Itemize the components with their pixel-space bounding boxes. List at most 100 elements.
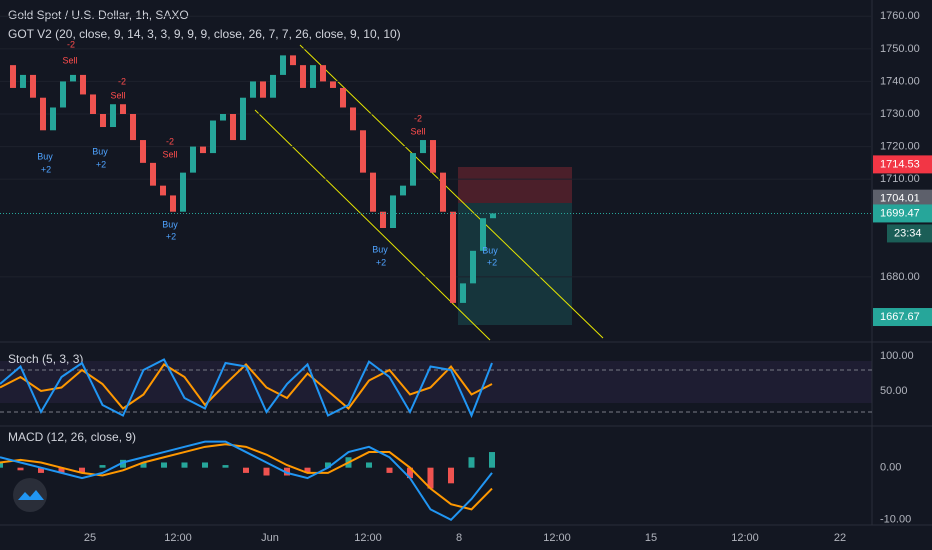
candle: [430, 140, 436, 173]
x-tick-label: 12:00: [164, 532, 192, 544]
indicator-label: GOT V2 (20, close, 9, 14, 3, 3, 9, 9, 9,…: [8, 27, 401, 41]
signal-label: Sell: [162, 149, 177, 159]
candle: [40, 97, 46, 131]
candle: [400, 185, 406, 196]
countdown-tag: [887, 224, 932, 243]
candle: [90, 94, 96, 114]
candle: [410, 153, 416, 186]
price-tag-label: 1667.67: [880, 311, 920, 323]
candle: [220, 114, 226, 121]
histogram-bar: [222, 465, 229, 468]
histogram-bar: [58, 467, 65, 473]
x-tick-label: 8: [456, 532, 462, 544]
candle: [250, 81, 256, 98]
stoch-title: Stoch (5, 3, 3): [8, 352, 83, 366]
histogram-bar: [386, 467, 393, 473]
candle: [200, 146, 206, 154]
candle: [180, 172, 186, 212]
candle: [50, 107, 56, 131]
candle: [280, 55, 286, 75]
candle: [60, 81, 66, 108]
histogram-bar: [263, 467, 270, 476]
price-tag-label: 1714.53: [880, 158, 920, 170]
price-tag: [873, 189, 932, 208]
candle: [270, 74, 276, 98]
candle: [110, 104, 116, 128]
candle: [420, 140, 426, 154]
candle: [390, 195, 396, 228]
histogram-bar: [325, 462, 331, 468]
y-tick-label: 50.00: [880, 385, 908, 397]
x-tick-label: 12:00: [354, 532, 382, 544]
candle: [10, 65, 16, 88]
signal-label: Sell: [62, 55, 77, 65]
histogram-bar: [427, 467, 434, 489]
macd-signal: [0, 443, 493, 511]
candle: [350, 107, 356, 131]
signal-label: Sell: [110, 90, 125, 100]
signal-label: Buy: [162, 219, 178, 229]
histogram-bar: [448, 467, 454, 484]
candle: [120, 104, 126, 114]
signal-label: -2: [67, 39, 75, 49]
signal-label: -2: [414, 113, 422, 123]
logo-icon: [18, 490, 44, 500]
candle: [360, 130, 366, 173]
candle: [190, 146, 196, 173]
histogram-bar: [489, 452, 495, 468]
candle: [340, 87, 346, 108]
histogram-bar: [17, 467, 24, 471]
price-tag-label: 1699.47: [880, 207, 920, 219]
histogram-bar: [407, 467, 413, 479]
y-tick-label: 1720.00: [880, 140, 920, 152]
y-tick-label: 1680.00: [880, 271, 920, 283]
price-tag: [873, 155, 932, 174]
candle: [30, 74, 36, 98]
x-tick-label: 25: [84, 532, 96, 544]
histogram-bar: [120, 459, 126, 468]
candle: [480, 218, 486, 251]
candle: [130, 114, 136, 141]
candle: [20, 74, 26, 88]
signal-label: +2: [96, 159, 106, 169]
histogram-bar: [202, 462, 208, 468]
macd-title: MACD (12, 26, close, 9): [8, 430, 136, 444]
x-tick-label: 12:00: [731, 532, 759, 544]
candle: [70, 74, 76, 82]
stop-zone: [458, 167, 572, 203]
histogram-bar: [38, 467, 44, 473]
candle: [260, 81, 266, 98]
y-tick-label: 1730.00: [880, 108, 920, 120]
stoch-d: [0, 362, 493, 410]
x-tick-label: Jun: [261, 532, 279, 544]
stoch-k: [0, 358, 493, 419]
candle: [450, 211, 456, 303]
histogram-bar: [304, 467, 311, 473]
signal-label: Sell: [410, 126, 425, 136]
candle: [440, 172, 446, 212]
price-tag: [873, 204, 932, 223]
chart-title: Gold Spot / U.S. Dollar, 1h, SAXO: [8, 8, 189, 22]
countdown: 23:34: [894, 227, 922, 239]
candle: [80, 74, 86, 95]
candle: [460, 283, 466, 303]
signal-label: Buy: [92, 146, 108, 156]
y-tick-label: 1740.00: [880, 75, 920, 87]
signal-label: Buy: [372, 244, 388, 254]
x-tick-label: 15: [645, 532, 657, 544]
histogram-bar: [0, 462, 3, 468]
candle: [140, 140, 146, 163]
candle: [320, 65, 326, 82]
logo[interactable]: [13, 478, 47, 512]
target-zone: [458, 203, 572, 325]
histogram-bar: [284, 467, 290, 476]
price-tag-label: 1704.01: [880, 193, 920, 205]
candle: [370, 172, 376, 212]
histogram-bar: [161, 462, 167, 468]
price-tag: [873, 308, 932, 327]
candle: [470, 250, 476, 284]
y-tick-label: 1760.00: [880, 10, 920, 22]
histogram-bar: [99, 465, 106, 468]
candle: [380, 211, 386, 228]
candle: [230, 114, 236, 141]
